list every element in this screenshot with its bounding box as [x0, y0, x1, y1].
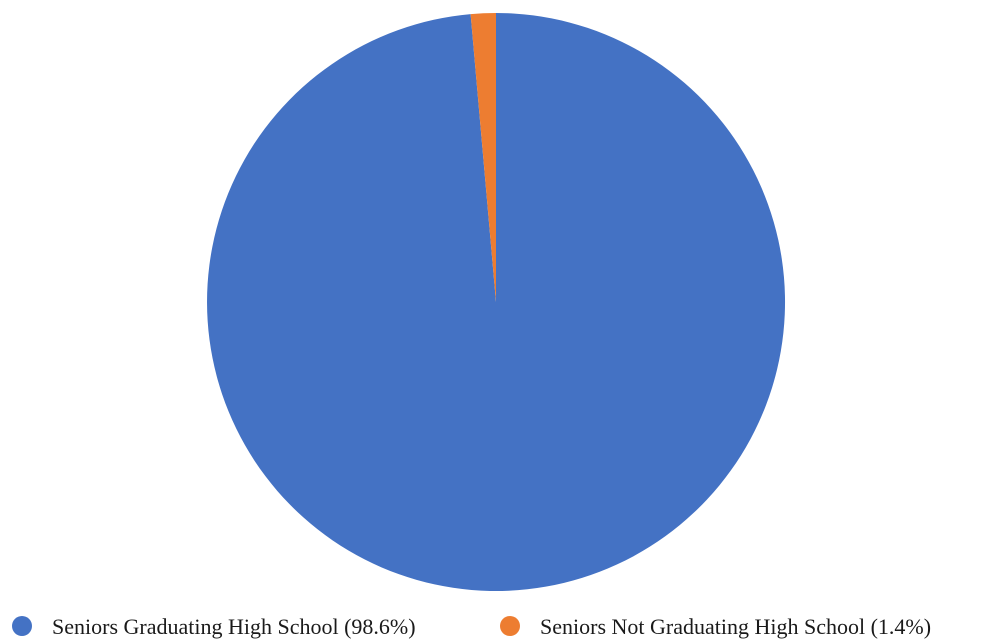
legend-item-not-graduating: Seniors Not Graduating High School (1.4%… — [500, 614, 931, 639]
legend-label-graduating: Seniors Graduating High School (98.6%) — [52, 614, 416, 639]
pie-slice-seniors-not-graduating-high-school — [470, 13, 496, 302]
legend-swatch-not-graduating — [500, 616, 520, 636]
legend-swatch-graduating — [12, 616, 32, 636]
legend-item-graduating: Seniors Graduating High School (98.6%) — [12, 614, 416, 639]
legend-label-not-graduating: Seniors Not Graduating High School (1.4%… — [540, 614, 931, 639]
pie-slices — [207, 12, 786, 591]
pie-slice-seniors-graduating-high-school — [207, 12, 786, 591]
chart-legend: Seniors Graduating High School (98.6%) S… — [12, 614, 931, 639]
